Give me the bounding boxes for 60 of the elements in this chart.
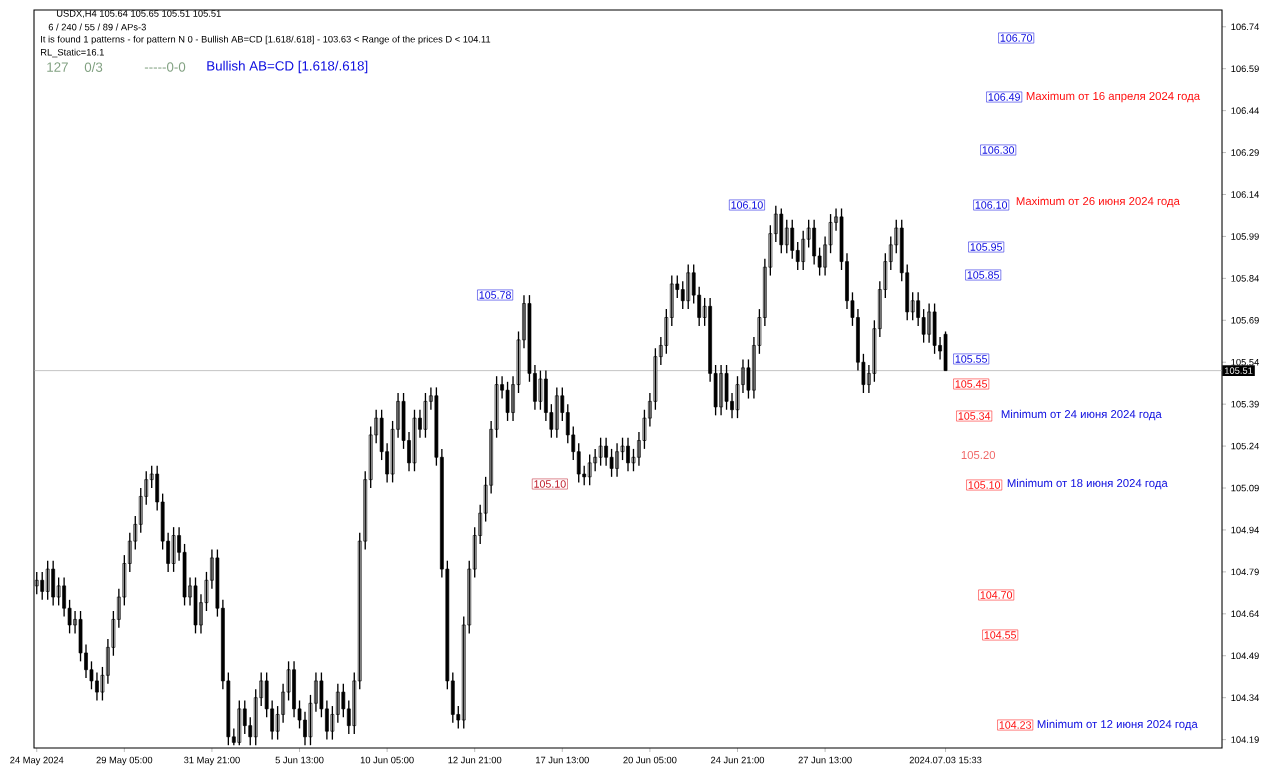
y-tick-label: 104.34 bbox=[1231, 694, 1259, 701]
x-tick-label: 2024.07.03 15:33 bbox=[909, 756, 982, 764]
annotation: Maximum от 26 июня 2024 года bbox=[1016, 196, 1180, 208]
annotation: 104.55 bbox=[984, 631, 1017, 639]
x-tick-label: 31 May 21:00 bbox=[184, 756, 240, 766]
annotation: Minimum от 12 июня 2024 года bbox=[1037, 719, 1198, 731]
annotation: Bullish AB=CD [1.618/.618] bbox=[207, 60, 368, 74]
y-tick-label: 105.84 bbox=[1231, 275, 1259, 282]
annotation: 106.10 bbox=[731, 201, 763, 209]
annotation: Minimum от 24 июня 2024 года bbox=[1001, 409, 1162, 421]
annotation: 105.20 bbox=[961, 450, 996, 459]
y-tick-label: 106.14 bbox=[1231, 191, 1259, 198]
y-tick-label: 106.29 bbox=[1231, 149, 1259, 156]
y-tick-label: 105.99 bbox=[1231, 233, 1259, 240]
y-tick-label: 106.59 bbox=[1231, 65, 1259, 72]
y-tick-label: 105.54 bbox=[1231, 358, 1259, 366]
annotation: 127 bbox=[47, 62, 68, 72]
annotation: 105.10 bbox=[968, 481, 1001, 489]
annotation: 105.85 bbox=[967, 271, 1000, 279]
x-tick-label: 27 Jun 13:00 bbox=[798, 756, 852, 764]
annotation: 104.23 bbox=[999, 721, 1032, 729]
annotation: 105.45 bbox=[955, 380, 988, 388]
annotation: 105.78 bbox=[479, 291, 511, 299]
annotation: Minimum от 18 июня 2024 года bbox=[1007, 478, 1168, 490]
y-tick-label: 104.64 bbox=[1231, 610, 1259, 618]
annotation: 106.49 bbox=[988, 93, 1020, 101]
annotation: It is found 1 patterns - for pattern N 0 - Bullish AB=CD [1.618/.618] - 103.63 < Range of the prices D < 104.11 bbox=[41, 35, 491, 45]
y-tick-label: 106.74 bbox=[1231, 23, 1259, 31]
annotation: USDX,H4 105.64 105.65 105.51 105.51 bbox=[56, 10, 221, 18]
y-tick-label: 104.49 bbox=[1231, 652, 1259, 660]
y-tick-label: 105.69 bbox=[1231, 317, 1259, 324]
annotation: 0/3 bbox=[84, 62, 103, 72]
annotation: 104.70 bbox=[980, 591, 1013, 599]
x-tick-label: 20 Jun 05:00 bbox=[623, 756, 677, 764]
x-tick-label: 29 May 05:00 bbox=[96, 756, 153, 766]
y-tick-label: 104.79 bbox=[1231, 568, 1259, 576]
y-tick-label: 105.09 bbox=[1231, 484, 1259, 492]
annotation: 106.10 bbox=[975, 201, 1008, 209]
x-tick-label: 24 May 2024 bbox=[10, 756, 64, 766]
annotation: -----0-0 bbox=[144, 62, 186, 72]
x-tick-label: 12 Jun 21:00 bbox=[448, 756, 502, 764]
x-tick-label: 17 Jun 13:00 bbox=[536, 756, 589, 764]
annotation: 6 / 240 / 55 / 89 / APs-3 bbox=[48, 23, 146, 31]
annotation: 106.30 bbox=[982, 146, 1015, 154]
x-tick-label: 5 Jun 13:00 bbox=[275, 756, 324, 764]
annotation: 106.70 bbox=[1000, 34, 1033, 42]
annotation: RL_Static=16.1 bbox=[41, 48, 104, 58]
y-tick-label: 105.24 bbox=[1231, 442, 1259, 450]
y-tick-label: 104.94 bbox=[1231, 526, 1259, 534]
annotation: 105.10 bbox=[534, 480, 566, 488]
x-tick-label: 10 Jun 05:00 bbox=[360, 756, 414, 764]
y-tick-label: 105.39 bbox=[1231, 400, 1259, 408]
annotation: 105.55 bbox=[955, 355, 988, 363]
y-tick-label: 106.44 bbox=[1231, 107, 1259, 114]
y-tick-label: 104.19 bbox=[1231, 736, 1259, 743]
annotation: 105.95 bbox=[970, 243, 1003, 251]
annotation: 105.34 bbox=[958, 412, 991, 420]
x-tick-label: 24 Jun 21:00 bbox=[710, 756, 765, 764]
annotation: Maximum от 16 апреля 2024 года bbox=[1026, 91, 1201, 103]
ref-line-label: 105.51 bbox=[1224, 367, 1253, 374]
